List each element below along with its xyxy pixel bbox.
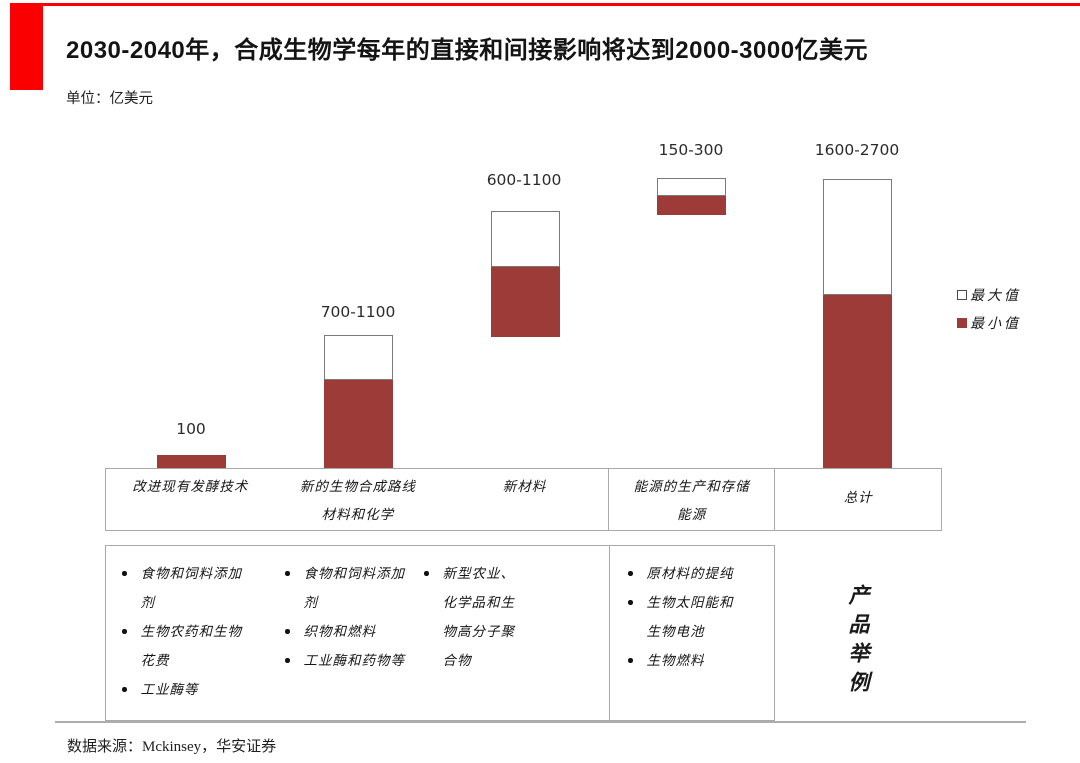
bullet-icon: [424, 571, 429, 576]
list-item: 工业酶等: [122, 675, 277, 704]
value-label: 100: [176, 420, 206, 438]
list-item: 原材料的提纯: [628, 559, 773, 588]
bullet-icon: [628, 600, 633, 605]
bar-max-segment: [324, 335, 393, 380]
legend: 最大值 最小值: [957, 288, 1021, 344]
category-cell-1: 改进现有发酵技术: [106, 469, 275, 530]
unit-label: 单位：亿美元: [66, 91, 153, 107]
group-label-energy: 能源: [677, 507, 707, 522]
bar-min-segment: [823, 295, 892, 468]
category-cell-3: 新材料: [441, 469, 608, 530]
bullet-icon: [285, 629, 290, 634]
bar-max-segment: [491, 211, 560, 267]
legend-item-min: 最小值: [957, 316, 1021, 332]
bar-min-segment: [491, 267, 560, 337]
category-cell-5: 总计: [774, 469, 941, 530]
category-label: 新的生物合成路线: [299, 479, 416, 494]
group-label-materials-chemicals: 材料和化学: [321, 507, 395, 522]
category-label: 能源的生产和存储: [633, 479, 750, 494]
bar-min-segment: [657, 196, 726, 215]
legend-max-swatch-icon: [957, 290, 967, 300]
bullet-icon: [285, 571, 290, 576]
examples-column-2: 食物和饲料添加 剂 织物和燃料 工业酶和药物等: [285, 559, 440, 675]
examples-column-1: 食物和饲料添加 剂 生物农药和生物 花费 工业酶等: [122, 559, 277, 704]
value-label: 700-1100: [320, 303, 396, 321]
list-item: 织物和燃料: [285, 617, 440, 646]
bullet-icon: [628, 658, 633, 663]
bar-min-segment: [324, 380, 393, 468]
value-label: 150-300: [658, 141, 724, 159]
category-label: 新材料: [502, 479, 547, 494]
page-title: 2030-2040年，合成生物学每年的直接和间接影响将达到2000-3000亿美…: [66, 37, 869, 64]
bar-min-segment: [157, 455, 226, 468]
bullet-icon: [122, 687, 127, 692]
bullet-icon: [628, 571, 633, 576]
legend-item-max: 最大值: [957, 288, 1021, 304]
legend-min-label: 最小值: [970, 317, 1021, 332]
category-label-total: 总计: [843, 490, 873, 505]
product-examples-table: 食物和饲料添加 剂 生物农药和生物 花费 工业酶等 食物和饲料添加 剂 织物和燃…: [105, 545, 775, 721]
category-axis: 改进现有发酵技术 新的生物合成路线 材料和化学 新材料 能源的生产和存储 能源 …: [105, 468, 942, 531]
value-label: 1600-2700: [814, 141, 900, 159]
category-cell-2: 新的生物合成路线 材料和化学: [275, 469, 442, 530]
list-item: 食物和饲料添加 剂: [285, 559, 440, 617]
legend-max-label: 最大值: [970, 289, 1021, 304]
top-accent-rule: [10, 3, 1080, 6]
bullet-icon: [122, 571, 127, 576]
bar-max-segment: [657, 178, 726, 196]
table-divider: [609, 546, 610, 720]
list-item: 生物燃料: [628, 646, 773, 675]
examples-column-4: 原材料的提纯 生物太阳能和 生物电池 生物燃料: [628, 559, 773, 675]
examples-column-3: 新型农业、 化学品和生 物高分子聚 合物: [424, 559, 554, 675]
bottom-divider: [55, 721, 1026, 723]
list-item: 生物农药和生物 花费: [122, 617, 277, 675]
bar-max-segment: [823, 179, 892, 295]
list-item: 生物太阳能和 生物电池: [628, 588, 773, 646]
red-accent-block: [10, 3, 43, 90]
category-label: 改进现有发酵技术: [132, 479, 249, 494]
row-label-product-examples: 产品举例: [846, 584, 870, 700]
category-cell-4: 能源的生产和存储 能源: [607, 469, 775, 530]
value-label: 600-1100: [486, 171, 562, 189]
list-item: 食物和饲料添加 剂: [122, 559, 277, 617]
data-source: 数据来源：Mckinsey，华安证券: [67, 739, 277, 755]
list-item: 新型农业、 化学品和生 物高分子聚 合物: [424, 559, 554, 675]
bullet-icon: [285, 658, 290, 663]
legend-min-swatch-icon: [957, 318, 967, 328]
bullet-icon: [122, 629, 127, 634]
list-item: 工业酶和药物等: [285, 646, 440, 675]
